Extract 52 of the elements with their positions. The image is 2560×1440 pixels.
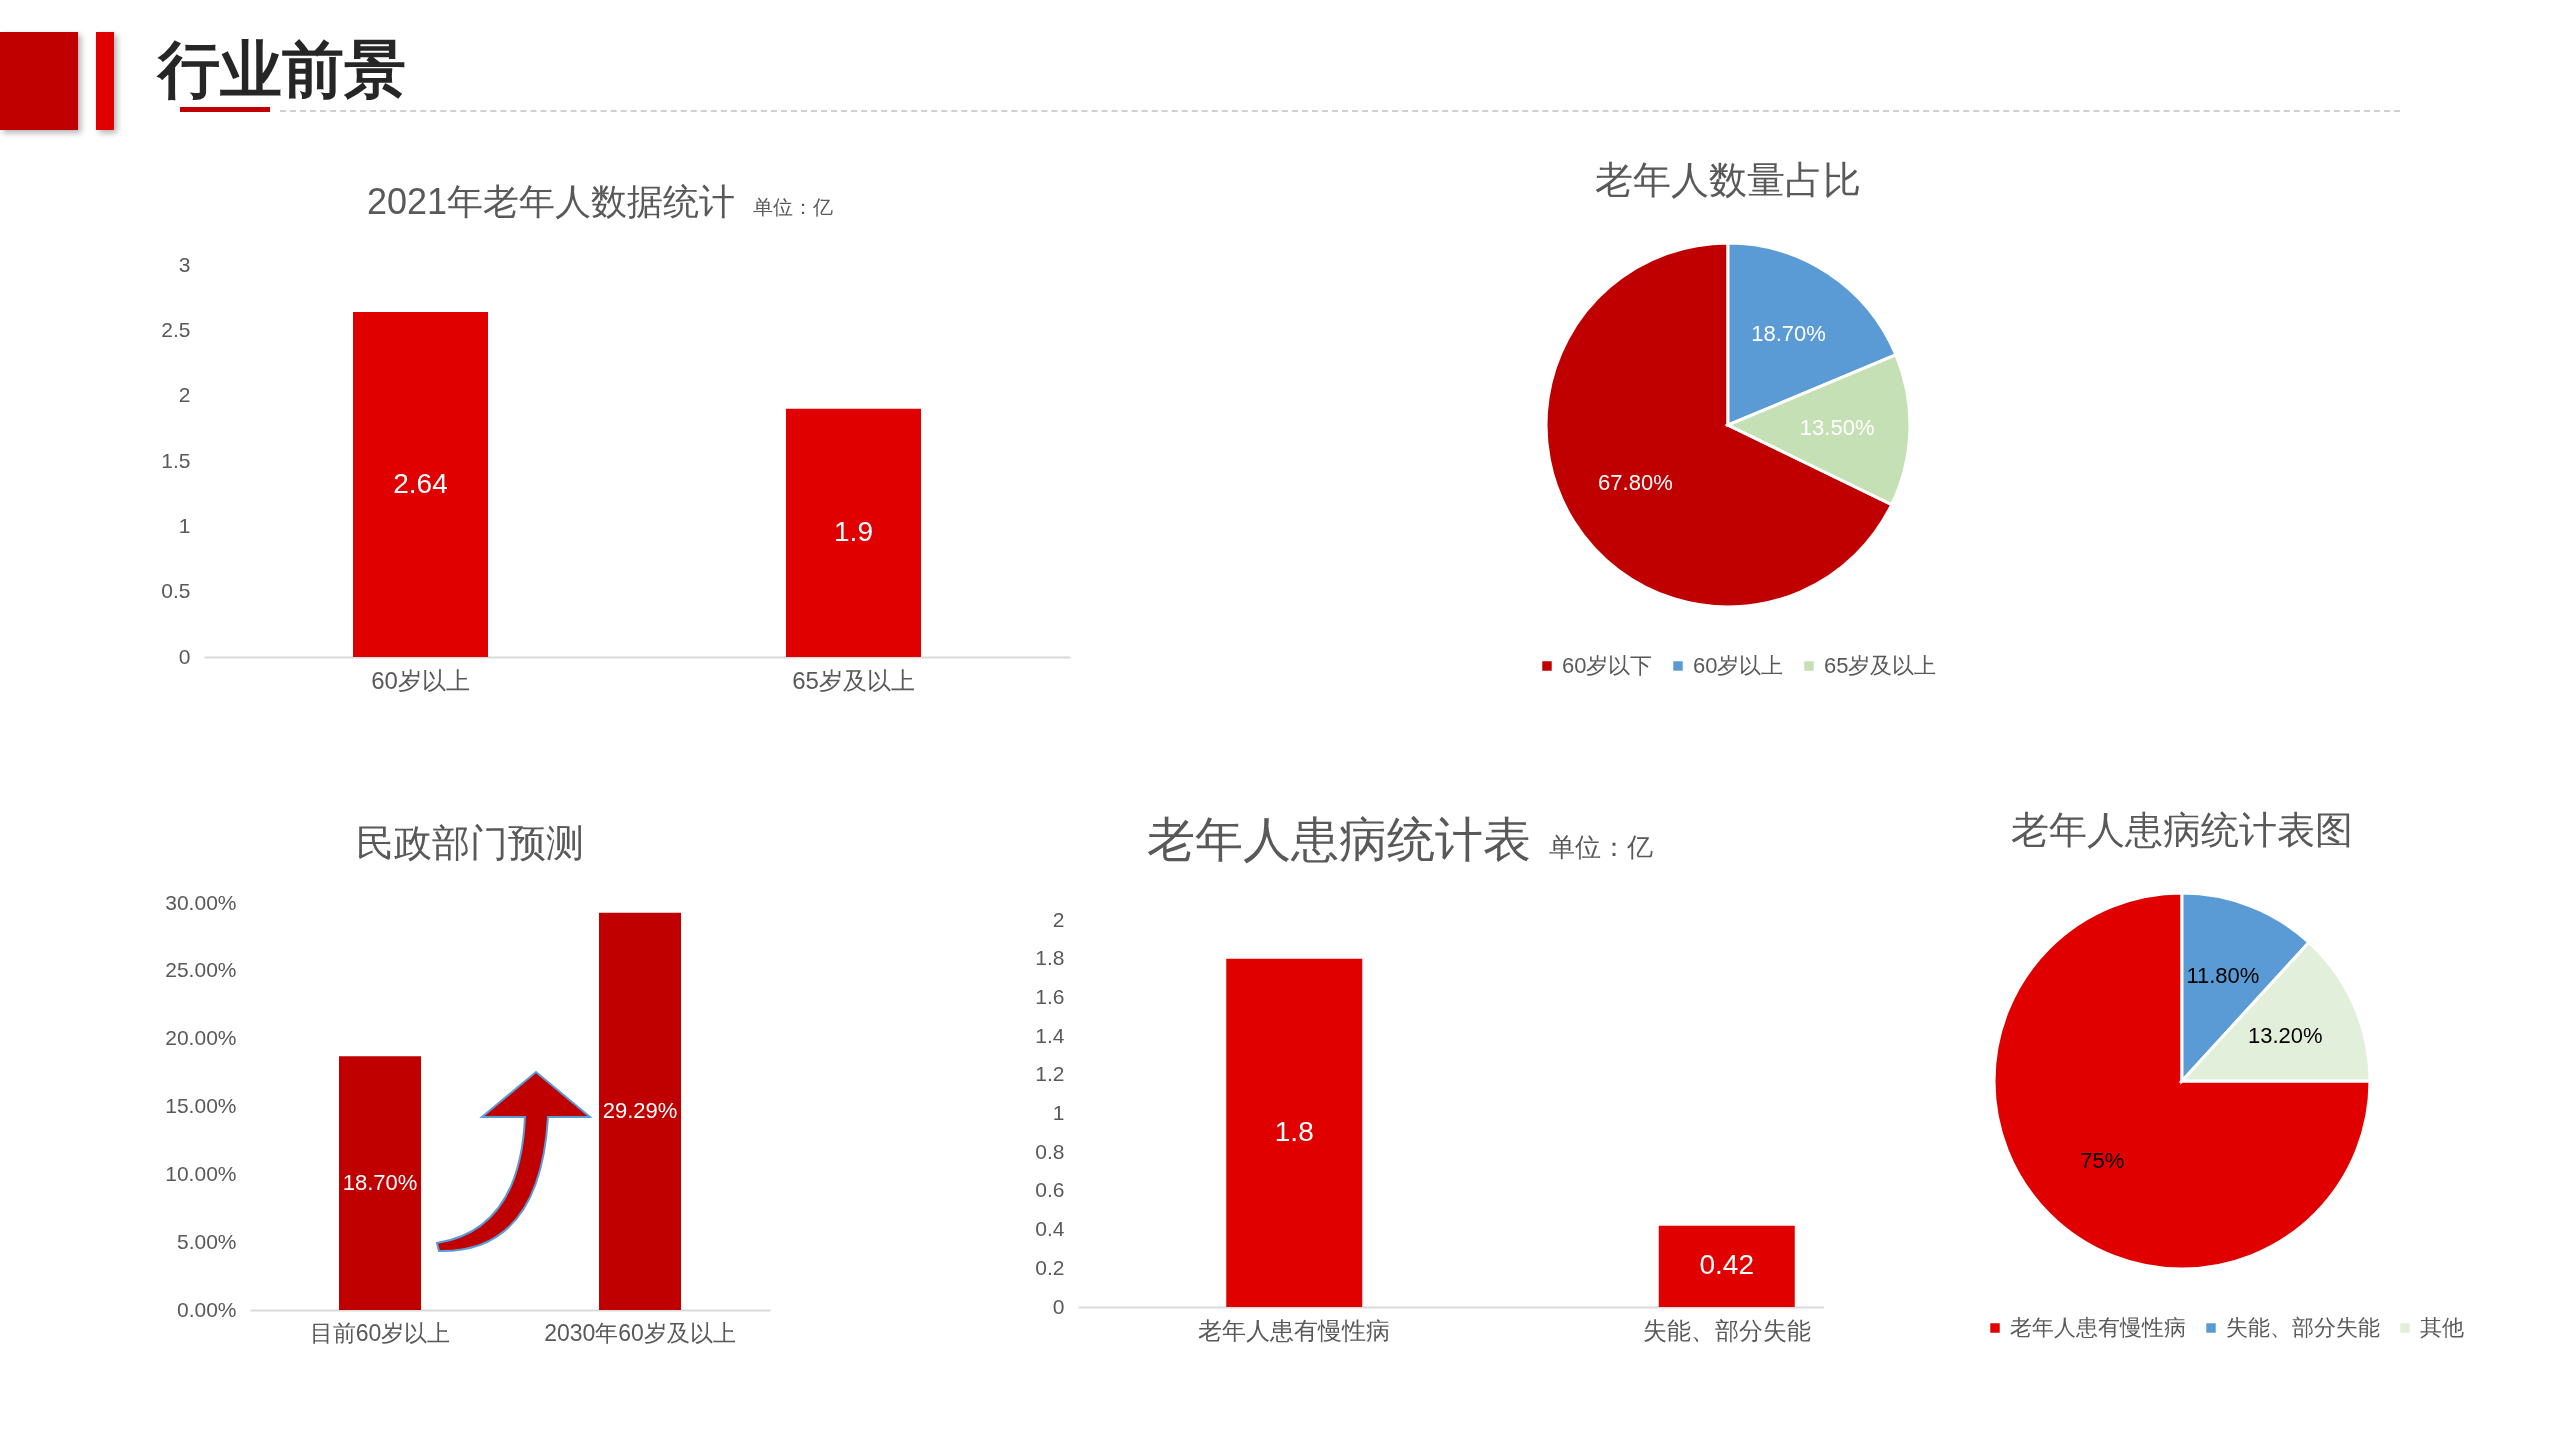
data-label: 1.8 (1274, 1115, 1314, 1147)
y-tick-label: 0 (1052, 1294, 1065, 1318)
y-tick-label: 20.00% (165, 1026, 237, 1050)
x-tick-label: 目前60岁以上 (309, 1319, 451, 1346)
y-tick-label: 0.5 (161, 579, 191, 603)
y-tick-label: 2 (178, 383, 191, 407)
y-tick-label: 25.00% (165, 958, 237, 982)
x-tick-label: 失能、部分失能 (1642, 1316, 1811, 1344)
y-tick-label: 15.00% (165, 1094, 237, 1117)
y-tick-label: 0.8 (1035, 1139, 1065, 1163)
data-label: 1.9 (834, 515, 873, 547)
chart-title: 老年人数量占比 (1595, 159, 1861, 201)
data-label: 18.70% (1751, 321, 1826, 347)
chart-subtitle: 单位：亿 (753, 196, 834, 218)
y-tick-label: 1.5 (161, 448, 191, 472)
x-tick-label: 2030年60岁及以上 (544, 1319, 736, 1346)
data-label: 0.42 (1699, 1249, 1754, 1281)
data-label: 18.70% (342, 1170, 418, 1196)
legend-label: 60岁以下 (1562, 653, 1653, 678)
text: 行业前景 (158, 34, 406, 106)
data-label: 13.20% (2247, 1022, 2323, 1048)
y-tick-label: 0.2 (1035, 1255, 1065, 1279)
x-tick-label: 老年人患有慢性病 (1198, 1316, 1391, 1344)
pie-slice (1992, 891, 2372, 1271)
y-tick-label: 0.4 (1035, 1217, 1065, 1241)
y-tick-label: 5.00% (176, 1229, 237, 1253)
data-label: 13.50% (1799, 415, 1875, 441)
chart-title: 老年人患病统计表图 (2011, 809, 2353, 851)
y-tick-label: 3 (178, 252, 191, 276)
y-tick-label: 1.6 (1035, 984, 1065, 1008)
y-tick-label: 2 (1052, 907, 1065, 931)
data-label: 75% (2080, 1147, 2125, 1173)
y-tick-label: 1 (178, 513, 191, 537)
y-tick-label: 0.00% (176, 1297, 237, 1321)
y-tick-label: 0 (178, 644, 191, 668)
data-label: 29.29% (602, 1098, 678, 1124)
y-tick-label: 1.2 (1035, 1062, 1065, 1086)
legend-label: 其他 (2420, 1315, 2464, 1340)
chart-title: 民政部门预测 (356, 822, 584, 864)
y-tick-label: 1 (1052, 1101, 1065, 1124)
y-tick-label: 10.00% (165, 1161, 237, 1185)
data-label: 11.80% (2186, 962, 2260, 988)
data-label: 67.80% (1598, 469, 1673, 495)
data-label: 2.64 (393, 467, 448, 499)
y-tick-label: 30.00% (165, 890, 237, 914)
chart-subtitle: 单位：亿 (1549, 832, 1653, 862)
y-tick-label: 0.6 (1035, 1178, 1065, 1202)
y-tick-label: 1.8 (1035, 946, 1065, 970)
chart-title: 2021年老年人数据统计 (366, 181, 736, 222)
y-tick-label: 2.5 (161, 317, 191, 341)
chart-title: 老年人患病统计表 (1147, 813, 1531, 866)
y-tick-label: 1.4 (1035, 1023, 1065, 1047)
